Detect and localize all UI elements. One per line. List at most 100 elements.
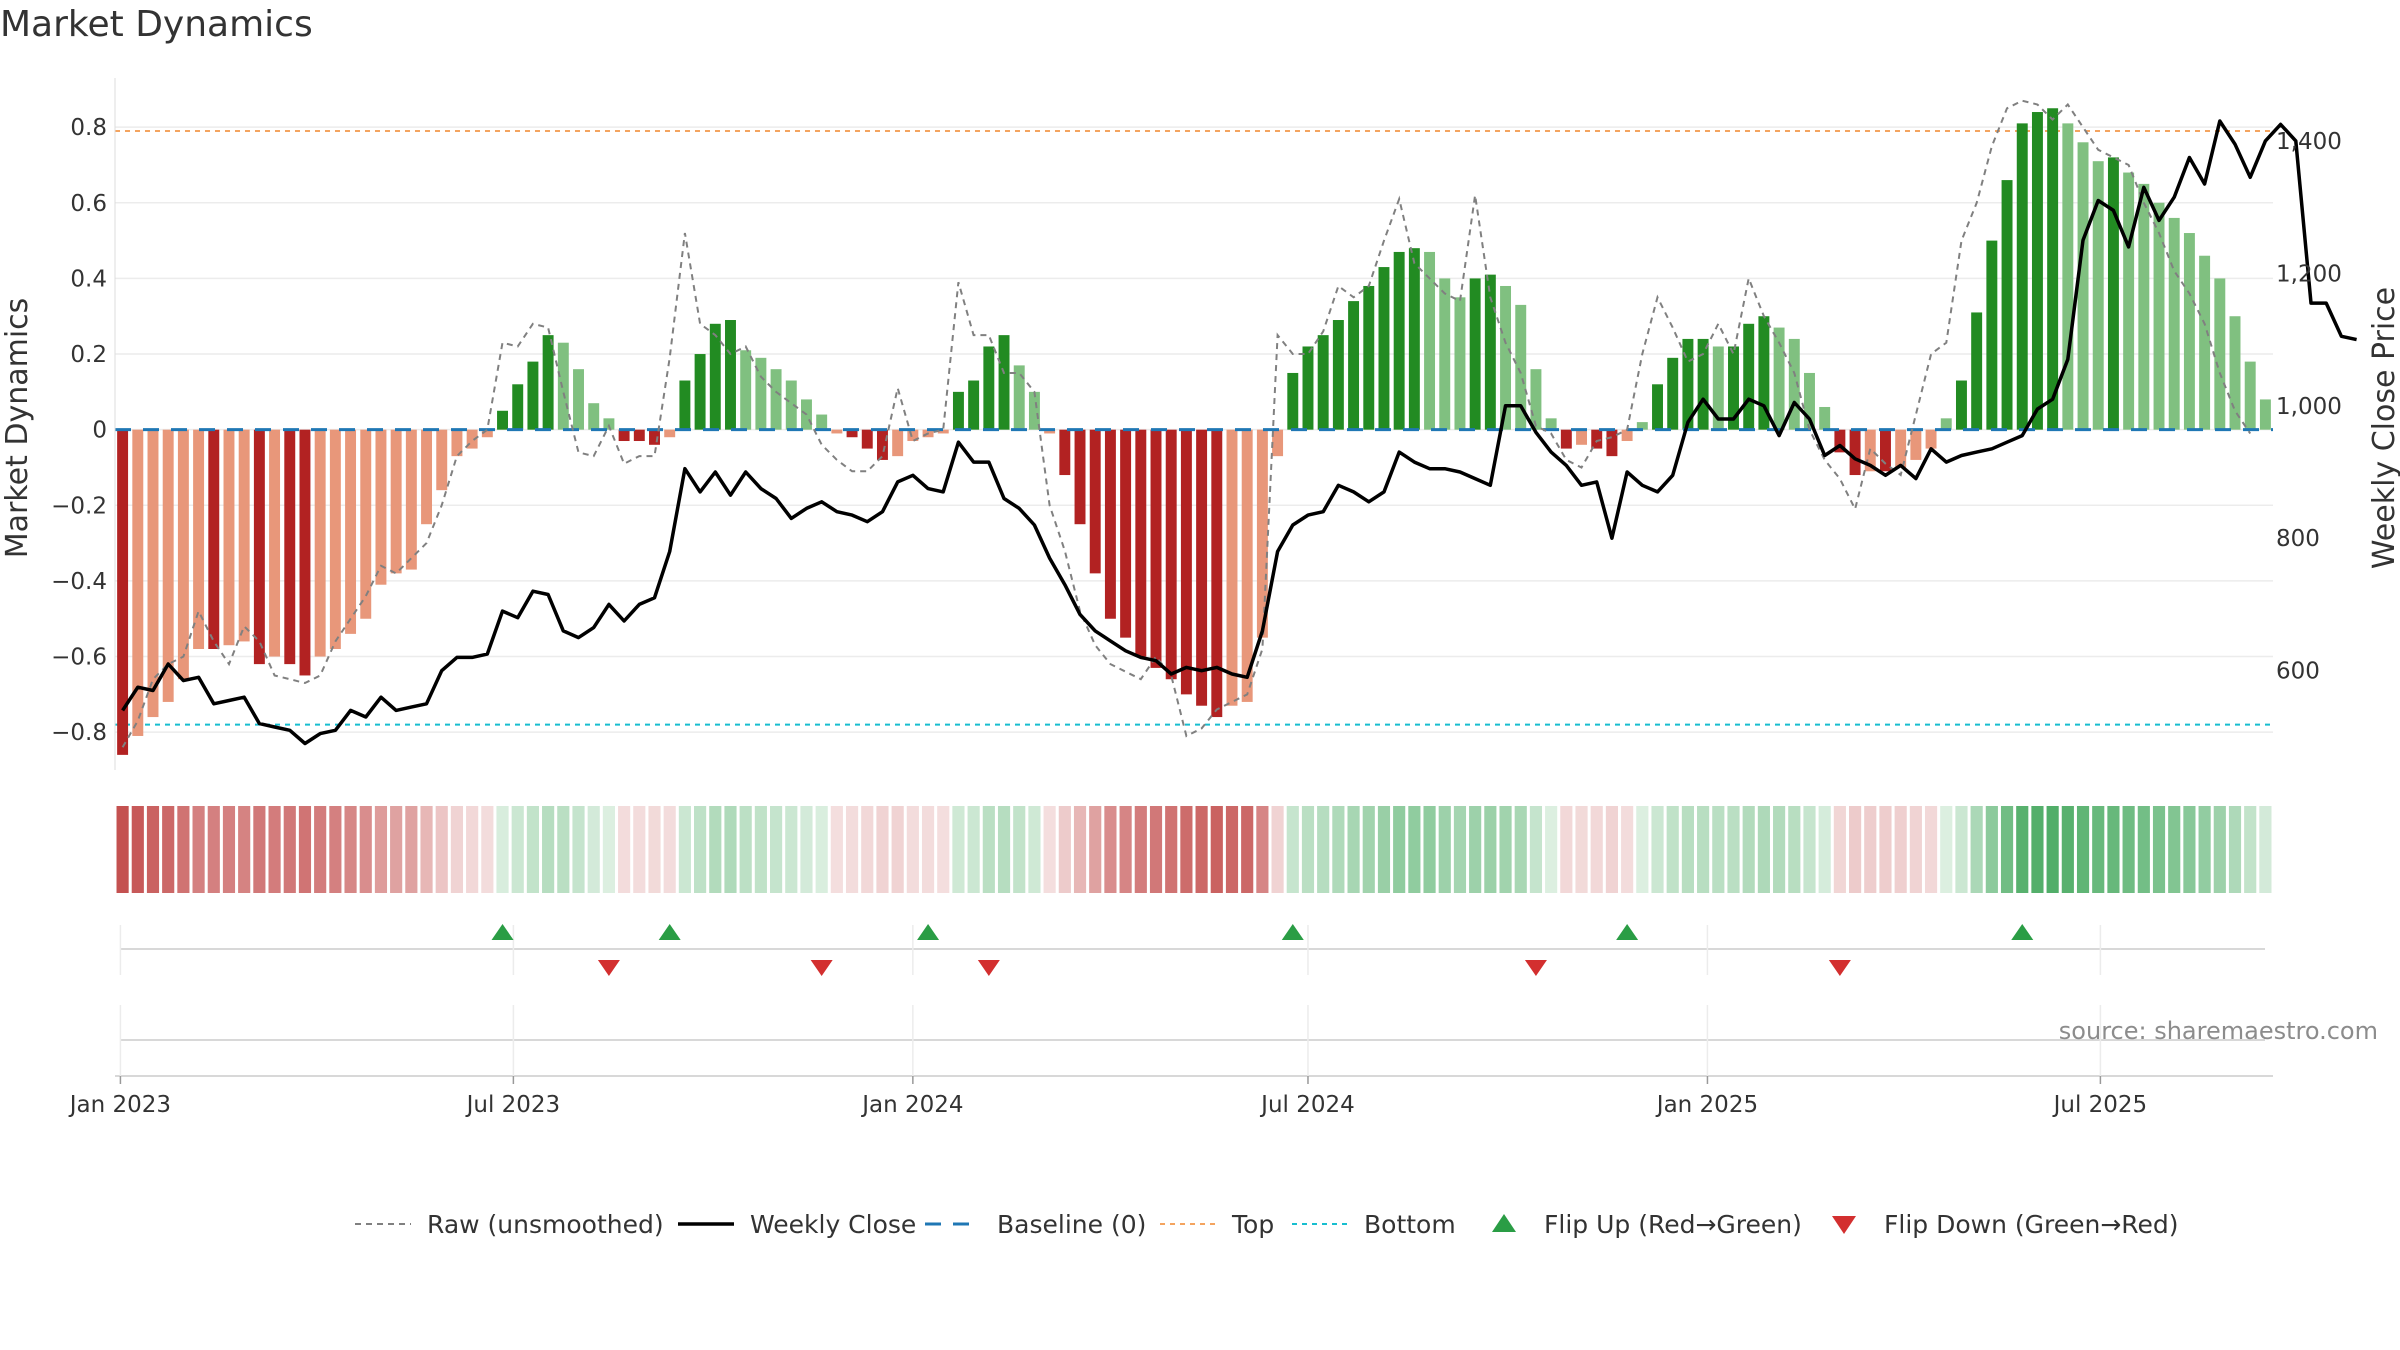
regime-cell — [1149, 806, 1163, 893]
regime-cell — [2076, 806, 2090, 893]
regime-cell — [1165, 806, 1178, 893]
left-tick-label: −0.8 — [51, 720, 107, 746]
regime-cell — [709, 806, 722, 893]
dynamics-bar — [147, 429, 159, 718]
regime-cell — [1195, 806, 1208, 893]
regime-cell — [450, 806, 464, 893]
regime-cell — [1438, 806, 1451, 893]
dynamics-bar — [937, 429, 949, 434]
dynamics-bar — [1074, 429, 1086, 525]
dynamics-bar — [421, 429, 433, 525]
regime-cell — [238, 806, 251, 893]
regime-cell — [1848, 806, 1862, 893]
regime-cell — [663, 806, 676, 893]
dynamics-bar — [1606, 429, 1618, 457]
dynamics-bar — [1667, 357, 1679, 430]
regime-cell — [921, 806, 935, 893]
dynamics-bar — [1621, 429, 1633, 442]
regime-cell — [2183, 806, 2196, 893]
dynamics-bar — [2183, 233, 2195, 430]
left-tick-label: 0.6 — [70, 191, 107, 217]
regime-cell — [1043, 806, 1056, 893]
regime-cell — [2168, 806, 2181, 893]
dynamics-bar — [238, 429, 250, 642]
regime-cell — [2107, 806, 2120, 893]
dynamics-bar — [998, 335, 1010, 430]
dynamics-bar — [1211, 429, 1223, 718]
regime-cell — [1469, 806, 1482, 893]
regime-cell — [678, 806, 691, 893]
dynamics-bar — [1469, 278, 1481, 430]
regime-cell — [511, 806, 524, 893]
date-tick-label: Jan 2024 — [860, 1092, 963, 1118]
dynamics-bar — [1332, 320, 1344, 430]
dynamics-bar — [1895, 429, 1907, 468]
dynamics-bar — [770, 369, 782, 430]
regime-cell — [1757, 806, 1770, 893]
dynamics-bar — [1940, 418, 1952, 430]
regime-cell — [906, 806, 919, 893]
regime-cell — [496, 806, 509, 893]
regime-cell — [891, 806, 904, 893]
regime-cell — [2244, 806, 2257, 893]
dynamics-bar — [1971, 312, 1983, 430]
regime-cell — [2198, 806, 2211, 893]
dynamics-bar — [1652, 384, 1663, 430]
left-y-axis: 0.8 0.6 0.4 0.2 0 −0.2 −0.4 −0.6 −0.8 — [51, 78, 116, 770]
regime-cell — [1985, 806, 1998, 893]
regime-cell — [2061, 806, 2074, 893]
regime-cell — [2031, 806, 2044, 893]
regime-cell — [390, 806, 403, 893]
dynamics-bar — [1591, 429, 1603, 449]
dynamics-bar — [1484, 274, 1496, 430]
dynamics-bar — [1545, 418, 1557, 430]
regime-cell — [1408, 806, 1421, 893]
regime-cell — [1924, 806, 1938, 893]
dynamics-bar — [1348, 301, 1360, 430]
regime-cell — [359, 806, 372, 893]
page-title: Market Dynamics — [0, 4, 313, 45]
dynamics-bar — [664, 429, 676, 438]
dynamics-bar — [1272, 429, 1284, 457]
dynamics-bar — [2062, 123, 2074, 430]
regime-cell — [481, 806, 494, 893]
dynamics-bar — [1135, 429, 1147, 657]
regime-cell — [739, 806, 752, 893]
flip-up-marker — [658, 924, 681, 940]
regime-cell — [268, 806, 281, 893]
regime-cell — [1210, 806, 1223, 893]
regime-cell — [967, 806, 980, 893]
regime-cell — [1362, 806, 1375, 893]
dynamics-bar — [816, 414, 828, 430]
dynamics-bar — [2001, 180, 2013, 430]
dynamics-bar — [527, 361, 539, 430]
dynamics-bar — [1424, 251, 1436, 430]
dynamics-bar — [649, 429, 660, 445]
dynamics-bar — [193, 429, 205, 649]
regime-cell — [1453, 806, 1467, 893]
dynamics-bar — [1986, 240, 1998, 430]
weekly-close-line — [121, 119, 2357, 746]
dynamics-bar — [512, 384, 524, 430]
dynamics-bar — [117, 429, 129, 755]
regime-cell — [344, 806, 357, 893]
regime-cell — [2259, 806, 2272, 893]
regime-cell — [329, 806, 342, 893]
dynamics-bar — [1530, 369, 1542, 430]
regime-cell — [1621, 806, 1634, 893]
dynamics-bar — [2047, 108, 2059, 430]
regime-cell — [314, 806, 327, 893]
regime-cell — [405, 806, 418, 893]
regime-cell — [845, 806, 859, 893]
regime-cell — [800, 806, 813, 893]
regime-cell — [131, 806, 144, 893]
legend-label: Weekly Close — [750, 1210, 916, 1239]
regime-cell — [1484, 806, 1497, 893]
dynamics-bar — [1804, 372, 1815, 430]
flip-up-marker — [491, 924, 514, 940]
regime-cell — [1803, 806, 1816, 893]
right-tick-label: 800 — [2276, 526, 2320, 552]
regime-cell — [1529, 806, 1543, 893]
dynamics-bar — [360, 429, 372, 619]
dynamics-bar — [557, 342, 569, 430]
